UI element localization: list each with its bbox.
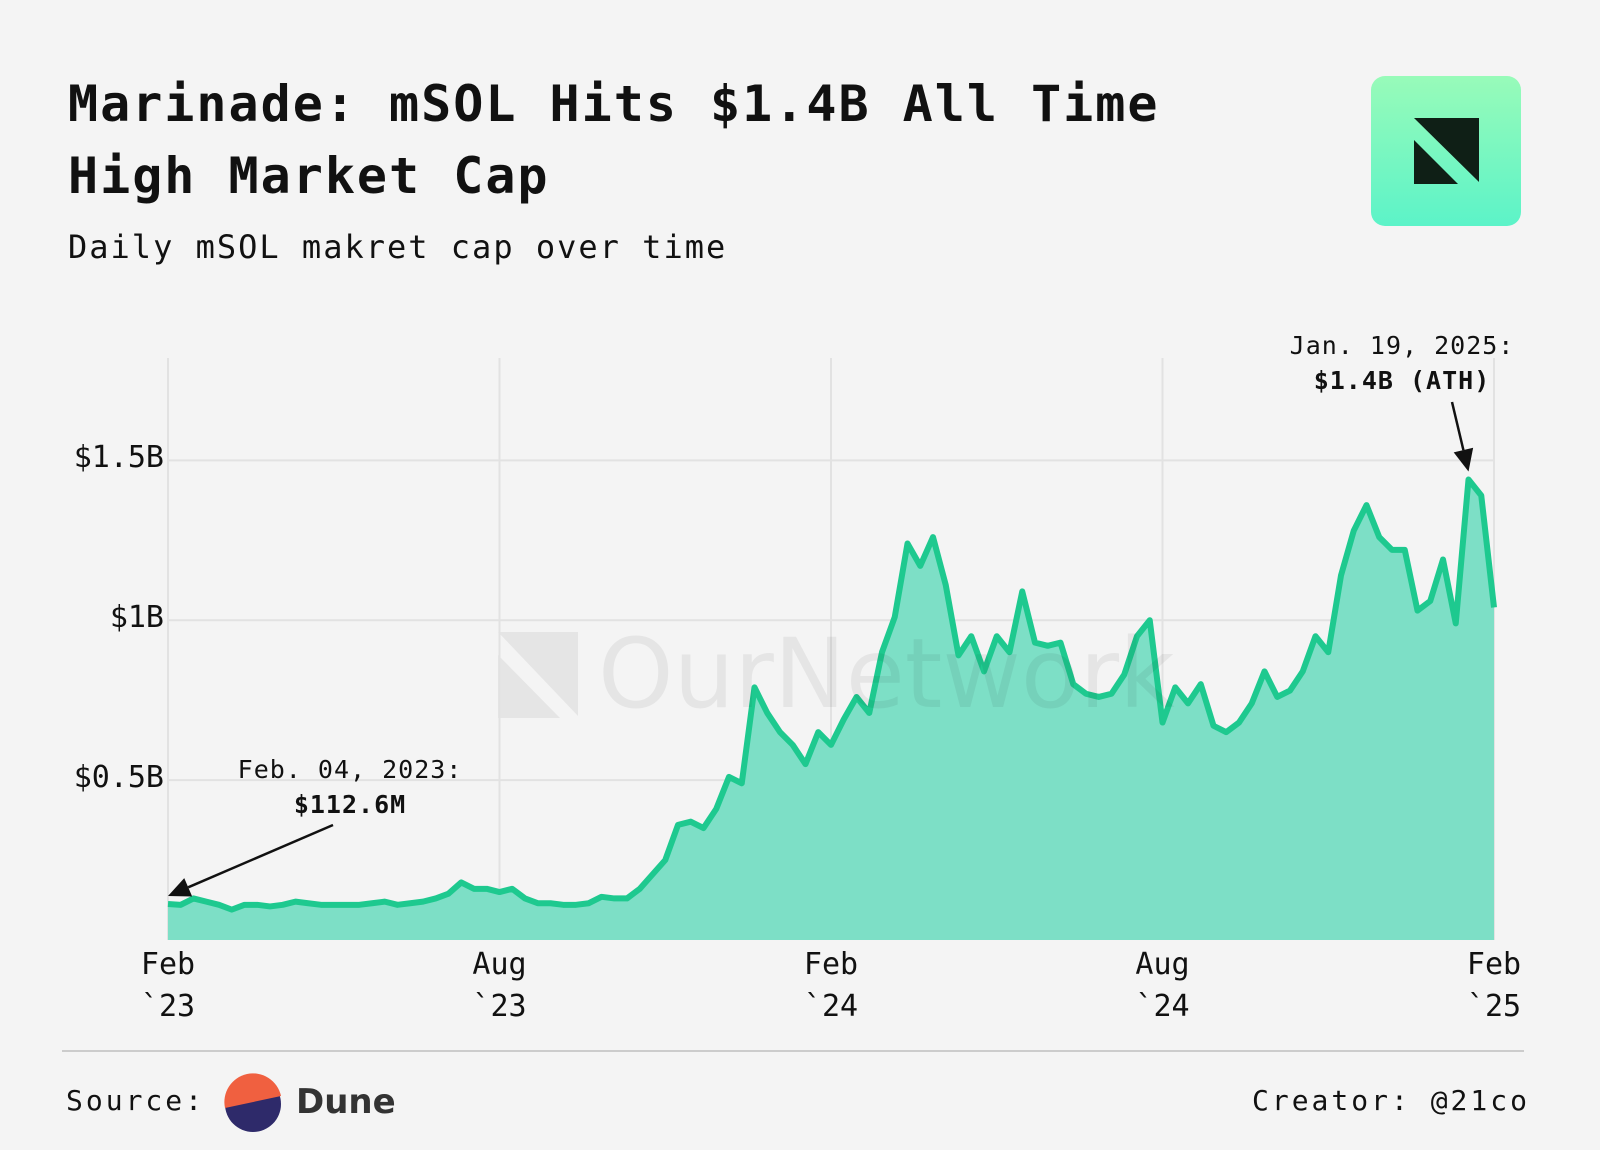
source-label: Source: (66, 1084, 206, 1117)
y-tick-label: $0.5B (73, 760, 164, 796)
x-tick-label: Aug `24 (1135, 947, 1190, 1024)
dune-logo (224, 1073, 281, 1108)
y-tick-label: $1.5B (73, 440, 164, 476)
logo (1371, 76, 1521, 226)
x-tick-label: Feb `24 (803, 947, 859, 1024)
logo-shape (1414, 118, 1479, 182)
line (167, 476, 1497, 913)
annotation-arrow (1450, 401, 1465, 451)
annotation: Feb. 04, 2023: $112.6M (200, 752, 500, 822)
creator: Creator: @21co (1251, 1084, 1530, 1117)
annotation: Jan. 19, 2025: $1.4B (ATH) (1252, 328, 1552, 398)
annotation-text: Feb. 04, 2023: (237, 755, 463, 784)
logo-shape (1414, 140, 1458, 184)
x-tick-label: Aug `23 (472, 947, 527, 1024)
watermark-logo (498, 632, 578, 716)
source-name: Dune (296, 1082, 396, 1122)
annotation-value: $112.6M (293, 790, 407, 819)
annotation-arrow (187, 823, 334, 889)
watermark-logo (498, 655, 560, 718)
x-tick-label: Feb `25 (1466, 947, 1522, 1024)
x-tick-label: Feb `23 (140, 947, 196, 1024)
annotation-text: Jan. 19, 2025: (1289, 331, 1515, 360)
subtitle: Daily mSOL makret cap over time (68, 228, 728, 266)
annotation-value: $1.4B (ATH) (1313, 366, 1491, 395)
title: Marinade: mSOL Hits $1.4B All Time High … (68, 75, 1160, 205)
annotation-arrowhead (1453, 447, 1474, 472)
area (168, 479, 1494, 940)
annotation-arrowhead (168, 878, 193, 897)
watermark: OurNetwork (598, 618, 1175, 730)
y-tick-label: $1B (109, 600, 164, 636)
